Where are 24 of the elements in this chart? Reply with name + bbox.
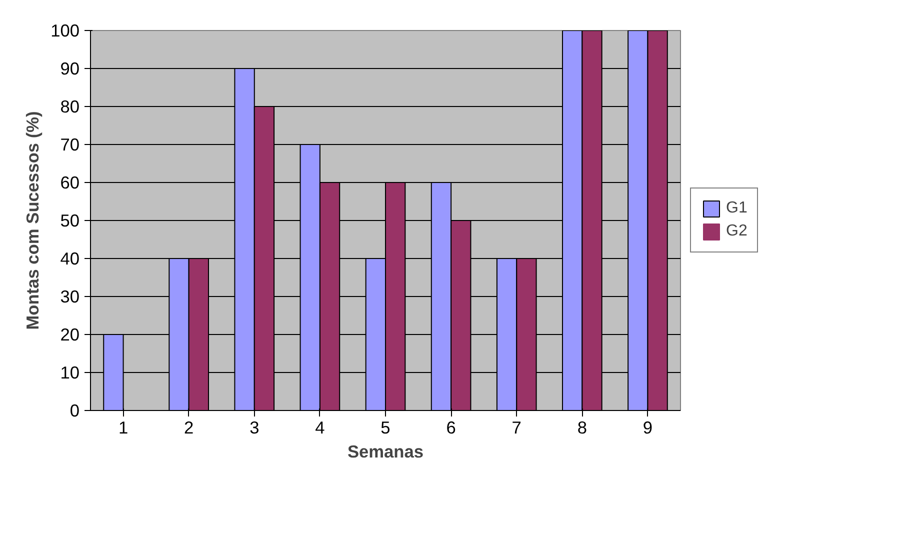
y-axis-title: Montas com Sucessos (%) bbox=[22, 111, 43, 330]
x-tick-label: 1 bbox=[118, 418, 128, 438]
x-tick-label: 3 bbox=[250, 418, 260, 438]
legend-label: G1 bbox=[726, 200, 748, 218]
x-tick-label: 2 bbox=[184, 418, 194, 438]
x-tick-label: 9 bbox=[642, 418, 653, 438]
x-tick-label: 4 bbox=[315, 418, 326, 438]
y-tick-label: 20 bbox=[60, 324, 80, 344]
x-tick-label: 5 bbox=[380, 418, 390, 438]
x-axis-title: Semanas bbox=[347, 442, 424, 462]
x-tick-label: 6 bbox=[446, 418, 456, 438]
x-tick-label: 7 bbox=[512, 418, 522, 438]
y-tick-label: 60 bbox=[60, 172, 80, 192]
y-tick-label: 50 bbox=[60, 210, 80, 230]
x-tick-label: 8 bbox=[577, 418, 587, 438]
y-tick-label: 10 bbox=[60, 362, 80, 382]
y-tick-label: 80 bbox=[60, 96, 80, 116]
y-tick-label: 100 bbox=[50, 20, 80, 40]
y-tick-label: 90 bbox=[60, 58, 80, 78]
y-tick-label: 40 bbox=[60, 248, 80, 268]
y-tick-label: 70 bbox=[60, 134, 80, 154]
y-tick-label: 0 bbox=[70, 400, 80, 420]
y-tick-label: 30 bbox=[60, 286, 80, 306]
legend-label: G2 bbox=[726, 222, 748, 240]
